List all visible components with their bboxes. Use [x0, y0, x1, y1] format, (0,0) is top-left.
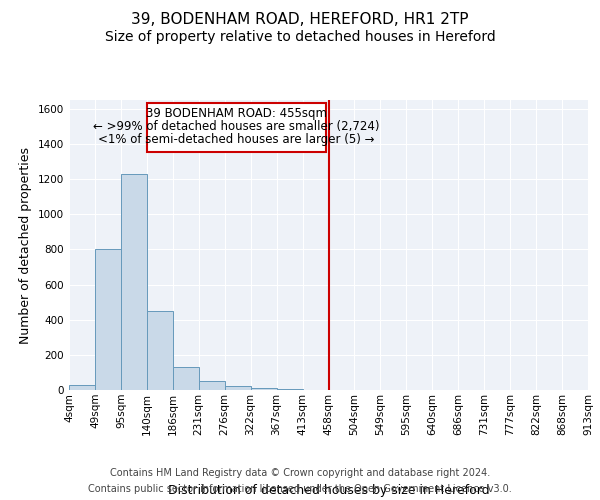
Text: Contains public sector information licensed under the Open Government Licence v3: Contains public sector information licen…	[88, 484, 512, 494]
Text: 39, BODENHAM ROAD, HEREFORD, HR1 2TP: 39, BODENHAM ROAD, HEREFORD, HR1 2TP	[131, 12, 469, 28]
Bar	[147, 102, 326, 152]
Bar	[173, 367, 199, 390]
Text: Size of property relative to detached houses in Hereford: Size of property relative to detached ho…	[104, 30, 496, 44]
Y-axis label: Number of detached properties: Number of detached properties	[19, 146, 32, 344]
Bar	[251, 388, 277, 390]
Bar	[69, 384, 95, 390]
Text: 39 BODENHAM ROAD: 455sqm: 39 BODENHAM ROAD: 455sqm	[146, 107, 327, 120]
Bar	[277, 389, 302, 390]
Bar	[121, 174, 147, 390]
Text: <1% of semi-detached houses are larger (5) →: <1% of semi-detached houses are larger (…	[98, 134, 374, 146]
Bar	[95, 250, 121, 390]
Text: ← >99% of detached houses are smaller (2,724): ← >99% of detached houses are smaller (2…	[93, 120, 380, 133]
Bar	[147, 311, 173, 390]
Bar	[199, 381, 224, 390]
X-axis label: Distribution of detached houses by size in Hereford: Distribution of detached houses by size …	[167, 484, 490, 496]
Text: Contains HM Land Registry data © Crown copyright and database right 2024.: Contains HM Land Registry data © Crown c…	[110, 468, 490, 477]
Bar	[225, 386, 251, 390]
